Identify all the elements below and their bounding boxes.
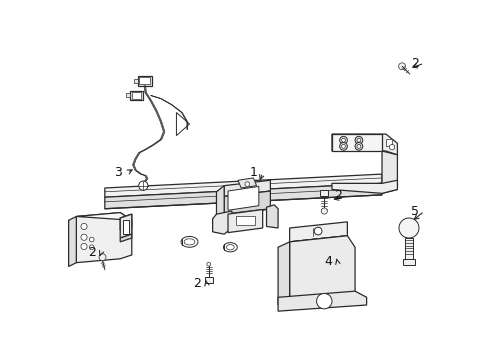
Polygon shape [130,91,143,100]
Text: 5: 5 [411,204,419,217]
Circle shape [81,223,87,230]
Polygon shape [120,214,132,238]
Polygon shape [403,259,415,265]
Polygon shape [76,213,132,220]
Polygon shape [238,178,257,188]
Bar [386,139,392,145]
Polygon shape [120,234,132,242]
Bar [122,220,129,234]
Circle shape [340,143,347,150]
Polygon shape [120,214,132,230]
Polygon shape [290,236,355,303]
Polygon shape [69,216,76,266]
Circle shape [390,144,395,150]
Circle shape [89,245,94,249]
Text: 1: 1 [249,166,257,179]
Polygon shape [332,134,397,155]
Polygon shape [126,93,130,97]
Polygon shape [132,93,141,99]
Circle shape [355,143,363,150]
Polygon shape [278,291,367,311]
Polygon shape [217,186,224,220]
Circle shape [245,182,249,186]
Polygon shape [228,210,263,233]
Circle shape [355,136,363,144]
Text: 2: 2 [88,246,96,259]
Text: 4: 4 [324,255,332,268]
Polygon shape [228,186,259,210]
Circle shape [139,181,148,190]
Polygon shape [105,174,382,197]
Circle shape [321,208,327,214]
Polygon shape [224,191,270,214]
Polygon shape [405,238,413,259]
Polygon shape [320,190,328,195]
Polygon shape [332,134,382,151]
Circle shape [399,218,419,238]
Polygon shape [332,180,397,193]
Circle shape [357,144,361,148]
Polygon shape [76,213,132,263]
Circle shape [357,138,361,142]
Bar [236,216,255,225]
Circle shape [207,262,211,266]
Polygon shape [205,277,213,283]
Text: 2: 2 [334,189,342,202]
Polygon shape [138,76,152,86]
Circle shape [342,144,345,148]
Polygon shape [278,242,290,305]
Circle shape [89,237,94,242]
Circle shape [81,243,87,249]
Circle shape [342,138,345,142]
Polygon shape [140,77,150,84]
Polygon shape [382,151,397,193]
Polygon shape [224,180,270,197]
Circle shape [340,136,347,144]
Circle shape [317,293,332,309]
Polygon shape [105,183,382,209]
Text: 2: 2 [411,57,419,70]
Circle shape [314,227,322,235]
Polygon shape [267,205,278,228]
Circle shape [81,234,87,240]
Circle shape [398,63,406,70]
Polygon shape [134,78,138,83]
Polygon shape [290,236,347,251]
Text: 2: 2 [193,277,201,290]
Circle shape [99,254,106,261]
Polygon shape [213,211,232,234]
Text: 3: 3 [114,166,122,179]
Polygon shape [290,222,347,242]
